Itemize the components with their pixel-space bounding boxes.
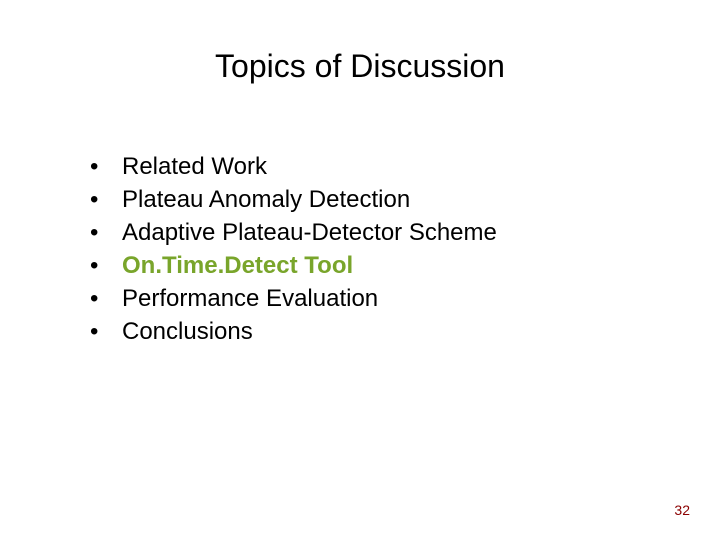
bullet-text-highlight: On.Time.Detect Tool — [122, 249, 353, 282]
bullet-text: Plateau Anomaly Detection — [122, 183, 410, 216]
list-item: • Plateau Anomaly Detection — [90, 183, 630, 216]
bullet-icon: • — [90, 315, 122, 348]
list-item: • Adaptive Plateau-Detector Scheme — [90, 216, 630, 249]
bullet-icon: • — [90, 150, 122, 183]
list-item: • Conclusions — [90, 315, 630, 348]
bullet-icon: • — [90, 249, 122, 282]
bullet-text: Performance Evaluation — [122, 282, 378, 315]
bullet-icon: • — [90, 282, 122, 315]
page-number: 32 — [674, 502, 690, 518]
bullet-icon: • — [90, 183, 122, 216]
slide: Topics of Discussion • Related Work • Pl… — [0, 0, 720, 540]
bullet-list: • Related Work • Plateau Anomaly Detecti… — [90, 150, 630, 348]
list-item: • Related Work — [90, 150, 630, 183]
list-item: • On.Time.Detect Tool — [90, 249, 630, 282]
bullet-text: Adaptive Plateau-Detector Scheme — [122, 216, 497, 249]
bullet-text: Related Work — [122, 150, 267, 183]
slide-title: Topics of Discussion — [0, 48, 720, 85]
bullet-text: Conclusions — [122, 315, 253, 348]
list-item: • Performance Evaluation — [90, 282, 630, 315]
bullet-icon: • — [90, 216, 122, 249]
